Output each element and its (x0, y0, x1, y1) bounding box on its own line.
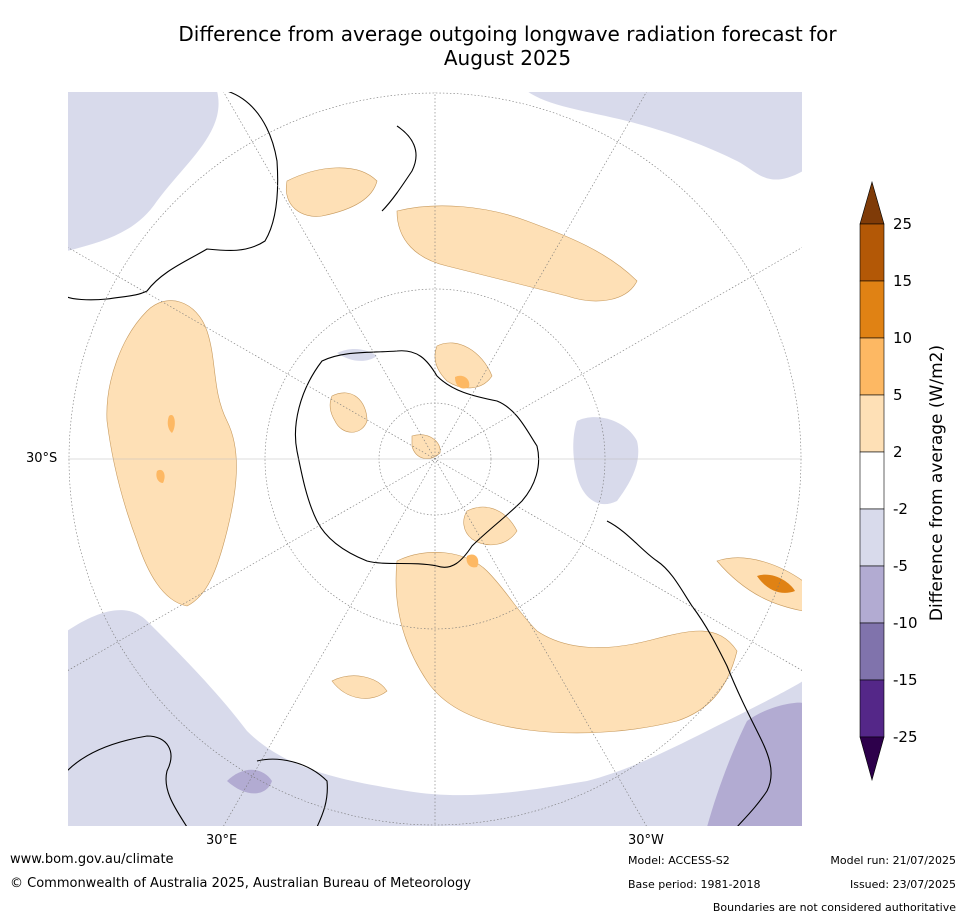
colorbar-under-triangle (859, 736, 885, 782)
colorbar-tick-minus25: -25 (893, 728, 918, 746)
colorbar-band-neutral (859, 451, 885, 510)
title-line-2: August 2025 (443, 46, 572, 70)
colorbar-tick-minus15: -15 (893, 671, 918, 689)
strong-positive-regions (156, 375, 479, 568)
colorbar-band-2-5 (859, 394, 885, 453)
polar-map (67, 91, 803, 827)
colorbar-band-15-25 (859, 223, 885, 282)
footer-model: Model: ACCESS-S2 (628, 854, 730, 867)
strong-negative-regions (227, 702, 803, 827)
colorbar-tick-minus10: -10 (893, 614, 918, 632)
map-title: Difference from average outgoing longwav… (110, 22, 905, 70)
colorbar-tick-25: 25 (893, 215, 913, 233)
positive-anomaly-regions (106, 167, 803, 734)
colorbar-over-triangle (859, 180, 885, 225)
footer-issued: Issued: 23/07/2025 (849, 878, 956, 891)
latitude-label-30s: 30°S (26, 451, 58, 466)
polar-map-svg (67, 91, 803, 827)
colorbar-svg (859, 180, 885, 782)
colorbar-tick-minus5: -5 (893, 557, 908, 575)
graticule (67, 91, 803, 827)
colorbar-tick-15: 15 (893, 272, 913, 290)
colorbar-tick-minus2: -2 (893, 500, 908, 518)
colorbar-band-10-15 (859, 280, 885, 339)
colorbar-title: Difference from average (W/m2) (927, 344, 947, 622)
strongest-positive-region (757, 574, 795, 593)
footer-website: www.bom.gov.au/climate (10, 852, 174, 867)
footer-model-run: Model run: 21/07/2025 (830, 854, 956, 867)
colorbar-tick-2: 2 (893, 443, 903, 461)
colorbar (855, 180, 905, 785)
colorbar-tick-5: 5 (893, 386, 903, 404)
footer-base-period: Base period: 1981-2018 (628, 878, 761, 891)
footer-copyright: © Commonwealth of Australia 2025, Austra… (10, 876, 471, 891)
colorbar-band-minus15-minus25 (859, 679, 885, 738)
footer-disclaimer: Boundaries are not considered authoritat… (712, 901, 956, 914)
colorbar-band-minus10-minus15 (859, 622, 885, 681)
colorbar-band-minus5-minus10 (859, 565, 885, 624)
coastlines (67, 91, 772, 827)
longitude-label-30e: 30°E (206, 833, 238, 848)
colorbar-tick-10: 10 (893, 329, 913, 347)
longitude-label-30w: 30°W (628, 833, 664, 848)
colorbar-band-5-10 (859, 337, 885, 396)
title-line-1: Difference from average outgoing longwav… (178, 22, 837, 46)
colorbar-band-minus2-minus5 (859, 508, 885, 567)
